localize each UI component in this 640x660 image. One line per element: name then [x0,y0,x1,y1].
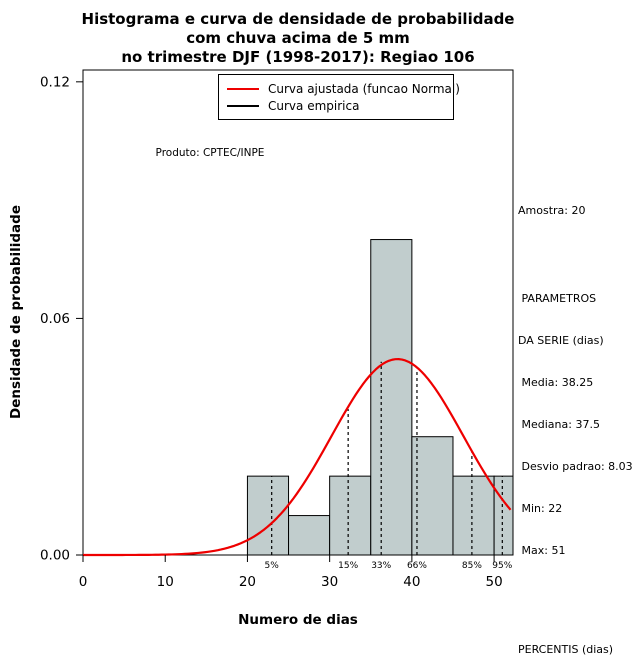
stat-amostra: Amostra: 20 [518,204,586,217]
legend-label: Curva ajustada (funcao Normal) [268,81,460,96]
histogram-bar [246,475,290,556]
stat-media: Media: 38.25 [518,376,594,389]
stat-min: Min: 22 [518,502,563,515]
legend-item-fitted-curve: Curva ajustada (funcao Normal) [227,80,460,97]
y-tick-label: 0.00 [40,548,70,564]
watermark-text: Produto: CPTEC/INPE [155,147,265,159]
percentile-label: 15% [338,561,358,571]
histogram-bar [452,475,495,556]
percentile-label: 85% [462,561,482,571]
x-tick-label: 40 [403,574,420,590]
stat-parametros-header: PARAMETROS [518,292,597,305]
legend-item-empirical-curve: Curva empirica [227,97,445,114]
stat-mediana: Mediana: 37.5 [518,418,600,431]
percentile-label: 66% [407,561,427,571]
stat-desvio: Desvio padrao: 8.03 [518,460,633,473]
empirical-curve-line-icon [227,104,259,107]
histogram-bar [370,239,413,556]
legend-label: Curva empirica [268,98,360,113]
x-tick-label: 0 [79,574,88,590]
x-tick-label: 50 [485,574,502,590]
x-axis-title: Numero de dias [238,612,358,628]
histogram-bar [288,515,331,556]
x-tick-label: 20 [239,574,256,590]
y-tick-label: 0.12 [40,74,70,90]
title-line-1: Histograma e curva de densidade de proba… [81,10,515,28]
stat-max: Max: 51 [518,544,566,557]
title-line-2: com chuva acima de 5 mm [186,29,410,47]
y-axis-title: Densidade de probabilidade [8,205,24,419]
percentile-label: 5% [265,561,280,571]
percentile-label: 95% [492,561,512,571]
stat-percentis-header: PERCENTIS (dias) [518,643,614,656]
x-tick-label: 30 [321,574,338,590]
chart-title: Histograma e curva de densidade de proba… [0,10,596,67]
histogram-bar [411,436,454,556]
title-line-3: no trimestre DJF (1998-2017): Regiao 106 [121,48,475,66]
stat-serie-header: DA SERIE (dias) [518,334,604,347]
histogram-bar [493,475,514,556]
y-tick-label: 0.06 [40,311,70,327]
histogram-bar [329,475,372,556]
x-tick-label: 10 [157,574,174,590]
percentile-label: 33% [371,561,391,571]
plot-legend: Curva ajustada (funcao Normal) Curva emp… [218,74,460,120]
fitted-curve-line-icon [227,87,259,90]
stats-panel: Amostra: 20 PARAMETROS DA SERIE (dias) M… [518,176,638,660]
normal-curve [83,358,512,557]
